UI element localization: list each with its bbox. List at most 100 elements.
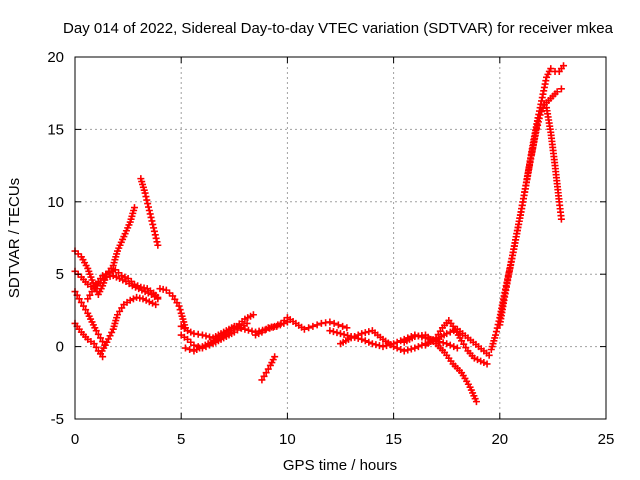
data-point	[472, 398, 480, 406]
data-point	[181, 344, 189, 352]
series-arc-7	[137, 175, 162, 249]
data-point	[492, 328, 500, 336]
data-point	[339, 322, 347, 330]
data-point	[187, 328, 195, 336]
series-arc-11	[181, 311, 257, 355]
data-point	[535, 114, 543, 122]
plot-frame	[74, 56, 607, 420]
data-point	[108, 267, 116, 275]
data-point	[206, 333, 214, 341]
data-point	[150, 227, 158, 235]
data-point	[150, 224, 158, 232]
data-point	[144, 200, 152, 208]
data-point	[88, 288, 96, 296]
data-point	[361, 329, 369, 337]
data-point	[329, 328, 337, 336]
data-point	[446, 341, 454, 349]
data-point	[258, 376, 266, 384]
data-point	[129, 295, 137, 303]
data-point	[106, 332, 114, 340]
data-point	[407, 345, 415, 353]
data-point	[343, 324, 351, 332]
data-point	[92, 343, 100, 351]
y-axis-label: SDTVAR / TECUs	[6, 178, 23, 298]
data-point	[436, 338, 444, 346]
data-point	[492, 331, 500, 339]
data-point	[77, 298, 85, 306]
data-point	[347, 334, 355, 342]
data-point	[143, 196, 151, 204]
data-point	[148, 217, 156, 225]
y-tick-label: 0	[56, 339, 64, 356]
data-point	[326, 318, 334, 326]
data-point	[94, 330, 102, 338]
data-point	[99, 272, 107, 280]
series-arc-17	[421, 317, 491, 368]
data-point	[142, 296, 150, 304]
data-point	[176, 306, 184, 314]
data-point	[82, 306, 90, 314]
data-point	[90, 284, 98, 292]
data-point	[470, 354, 478, 362]
y-tick-label: 10	[47, 194, 64, 211]
data-point	[477, 357, 485, 365]
data-point	[404, 346, 412, 354]
data-point	[334, 321, 342, 329]
data-point	[300, 325, 308, 333]
data-point	[96, 334, 104, 342]
data-point	[443, 330, 451, 338]
data-point	[262, 369, 270, 377]
data-point	[202, 332, 210, 340]
data-point	[102, 270, 110, 278]
data-point	[152, 301, 160, 309]
data-point	[184, 327, 192, 335]
data-point	[330, 319, 338, 327]
data-point	[145, 298, 153, 306]
data-point	[139, 295, 147, 303]
data-point	[241, 325, 249, 333]
data-point	[446, 328, 454, 336]
data-point	[532, 128, 540, 136]
data-point	[121, 273, 129, 281]
data-point	[354, 331, 362, 339]
series-arc-13	[258, 353, 279, 384]
data-point	[248, 327, 256, 335]
data-point	[151, 231, 159, 239]
data-point	[557, 85, 565, 93]
data-point	[439, 339, 447, 347]
data-point	[112, 273, 120, 281]
data-point	[252, 331, 260, 339]
data-point	[149, 299, 157, 307]
data-point	[365, 328, 373, 336]
data-point	[485, 351, 493, 359]
data-point	[344, 331, 352, 339]
data-point	[326, 327, 334, 335]
data-point	[560, 62, 568, 70]
data-point	[450, 343, 458, 351]
data-point	[118, 272, 126, 280]
data-point	[337, 330, 344, 338]
data-point	[90, 340, 98, 348]
data-point	[92, 327, 100, 335]
series-arc-21	[543, 104, 565, 223]
x-tick-label: 10	[279, 431, 296, 448]
data-point	[149, 220, 157, 228]
data-point	[557, 215, 565, 223]
data-point	[453, 344, 461, 352]
data-point	[152, 234, 160, 242]
series-arc-1	[71, 204, 138, 298]
data-point	[411, 344, 419, 352]
data-point	[175, 302, 183, 310]
data-point	[309, 322, 317, 330]
data-point	[75, 295, 83, 303]
data-point	[105, 269, 113, 277]
x-axis-label: GPS time / hours	[283, 457, 397, 474]
data-point	[368, 340, 376, 348]
data-point	[397, 337, 405, 345]
data-point	[142, 193, 150, 201]
data-point	[379, 343, 387, 351]
data-point	[361, 337, 369, 345]
data-point	[255, 330, 263, 338]
x-tick-label: 5	[177, 431, 185, 448]
